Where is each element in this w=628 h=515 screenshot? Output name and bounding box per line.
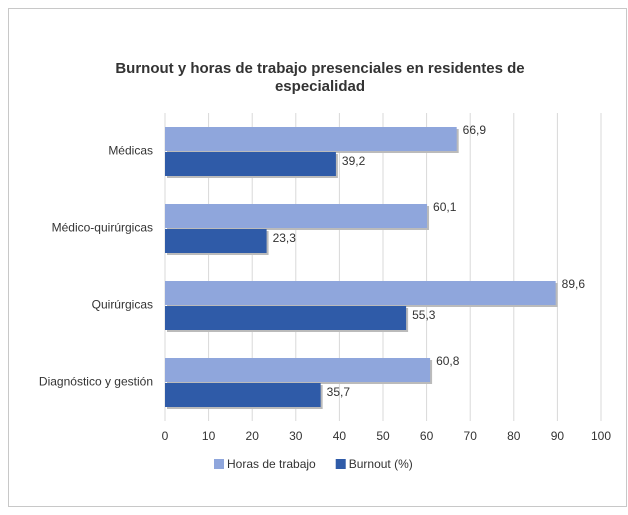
legend-label: Horas de trabajo [227, 457, 316, 471]
y-tick-label: Quirúrgicas [92, 298, 153, 312]
y-tick-label: Diagnóstico y gestión [39, 375, 153, 389]
bar [165, 358, 431, 382]
x-tick-label: 90 [551, 429, 565, 443]
x-tick-label: 50 [376, 429, 390, 443]
y-tick-label: Médico-quirúrgicas [52, 221, 153, 235]
x-tick-label: 40 [333, 429, 347, 443]
x-tick-label: 70 [464, 429, 478, 443]
bar [165, 383, 321, 407]
bar [165, 127, 457, 151]
x-tick-label: 10 [202, 429, 216, 443]
bar [165, 229, 267, 253]
value-label: 39,2 [342, 154, 366, 168]
value-label: 55,3 [412, 308, 436, 322]
chart-frame [8, 8, 627, 507]
value-label: 35,7 [327, 385, 351, 399]
bar [165, 306, 407, 330]
chart-title: Burnout y horas de trabajo presenciales … [115, 60, 525, 95]
y-tick-label: Médicas [108, 144, 153, 158]
legend-swatch [335, 459, 346, 469]
x-tick-label: 60 [420, 429, 434, 443]
x-tick-label: 20 [246, 429, 260, 443]
value-label: 66,9 [463, 123, 487, 137]
value-label: 60,8 [436, 354, 460, 368]
x-tick-label: 100 [591, 429, 611, 443]
bar [165, 281, 556, 305]
value-label: 23,3 [273, 231, 297, 245]
legend-label: Burnout (%) [349, 457, 413, 471]
x-tick-label: 30 [289, 429, 303, 443]
value-label: 60,1 [433, 200, 457, 214]
value-label: 89,6 [562, 277, 586, 291]
x-tick-label: 80 [507, 429, 521, 443]
bar [165, 204, 428, 228]
legend-swatch [214, 459, 224, 469]
x-tick-label: 0 [162, 429, 169, 443]
bar [165, 152, 336, 176]
